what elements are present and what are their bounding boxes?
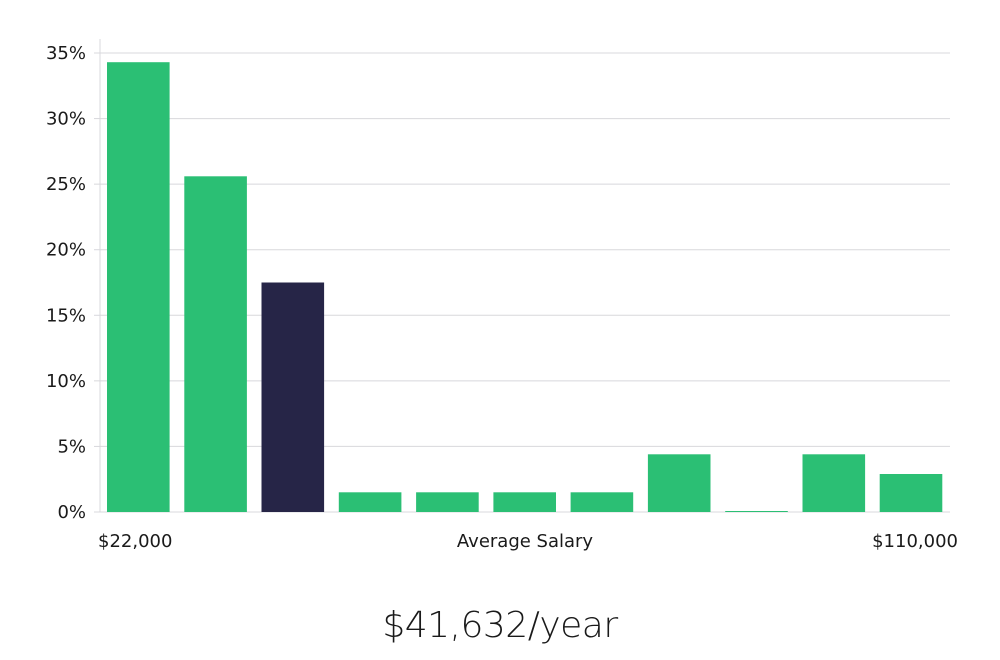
y-axis-ticks: 0% 5% 10% 15% 20% 25% 30% 35% (46, 43, 86, 523)
y-tick-label: 0% (57, 502, 86, 523)
bar (725, 511, 788, 512)
bar (570, 492, 634, 512)
bar (647, 454, 711, 512)
bar (338, 492, 402, 512)
salary-distribution-chart: 0% 5% 10% 15% 20% 25% 30% 35% $22,000 Average S… (46, 39, 958, 552)
bar (879, 474, 943, 512)
bar (107, 62, 170, 512)
average-salary-readout: $41,632/year (382, 605, 618, 646)
x-axis-title: Average Salary (457, 531, 594, 552)
bars (107, 62, 943, 513)
y-tick-label: 5% (57, 436, 86, 457)
y-tick-label: 10% (46, 371, 86, 392)
x-axis-min-label: $22,000 (98, 531, 172, 552)
y-tick-label: 35% (46, 43, 86, 64)
x-axis-max-label: $110,000 (872, 531, 958, 552)
bar (184, 176, 247, 513)
y-tick-label: 25% (46, 174, 86, 195)
bar-highlighted (261, 282, 325, 512)
y-tick-label: 20% (46, 240, 86, 261)
bar (493, 492, 556, 512)
bar (416, 492, 479, 512)
y-tick-label: 15% (46, 305, 86, 326)
bar (802, 454, 866, 512)
y-tick-label: 30% (46, 109, 86, 130)
